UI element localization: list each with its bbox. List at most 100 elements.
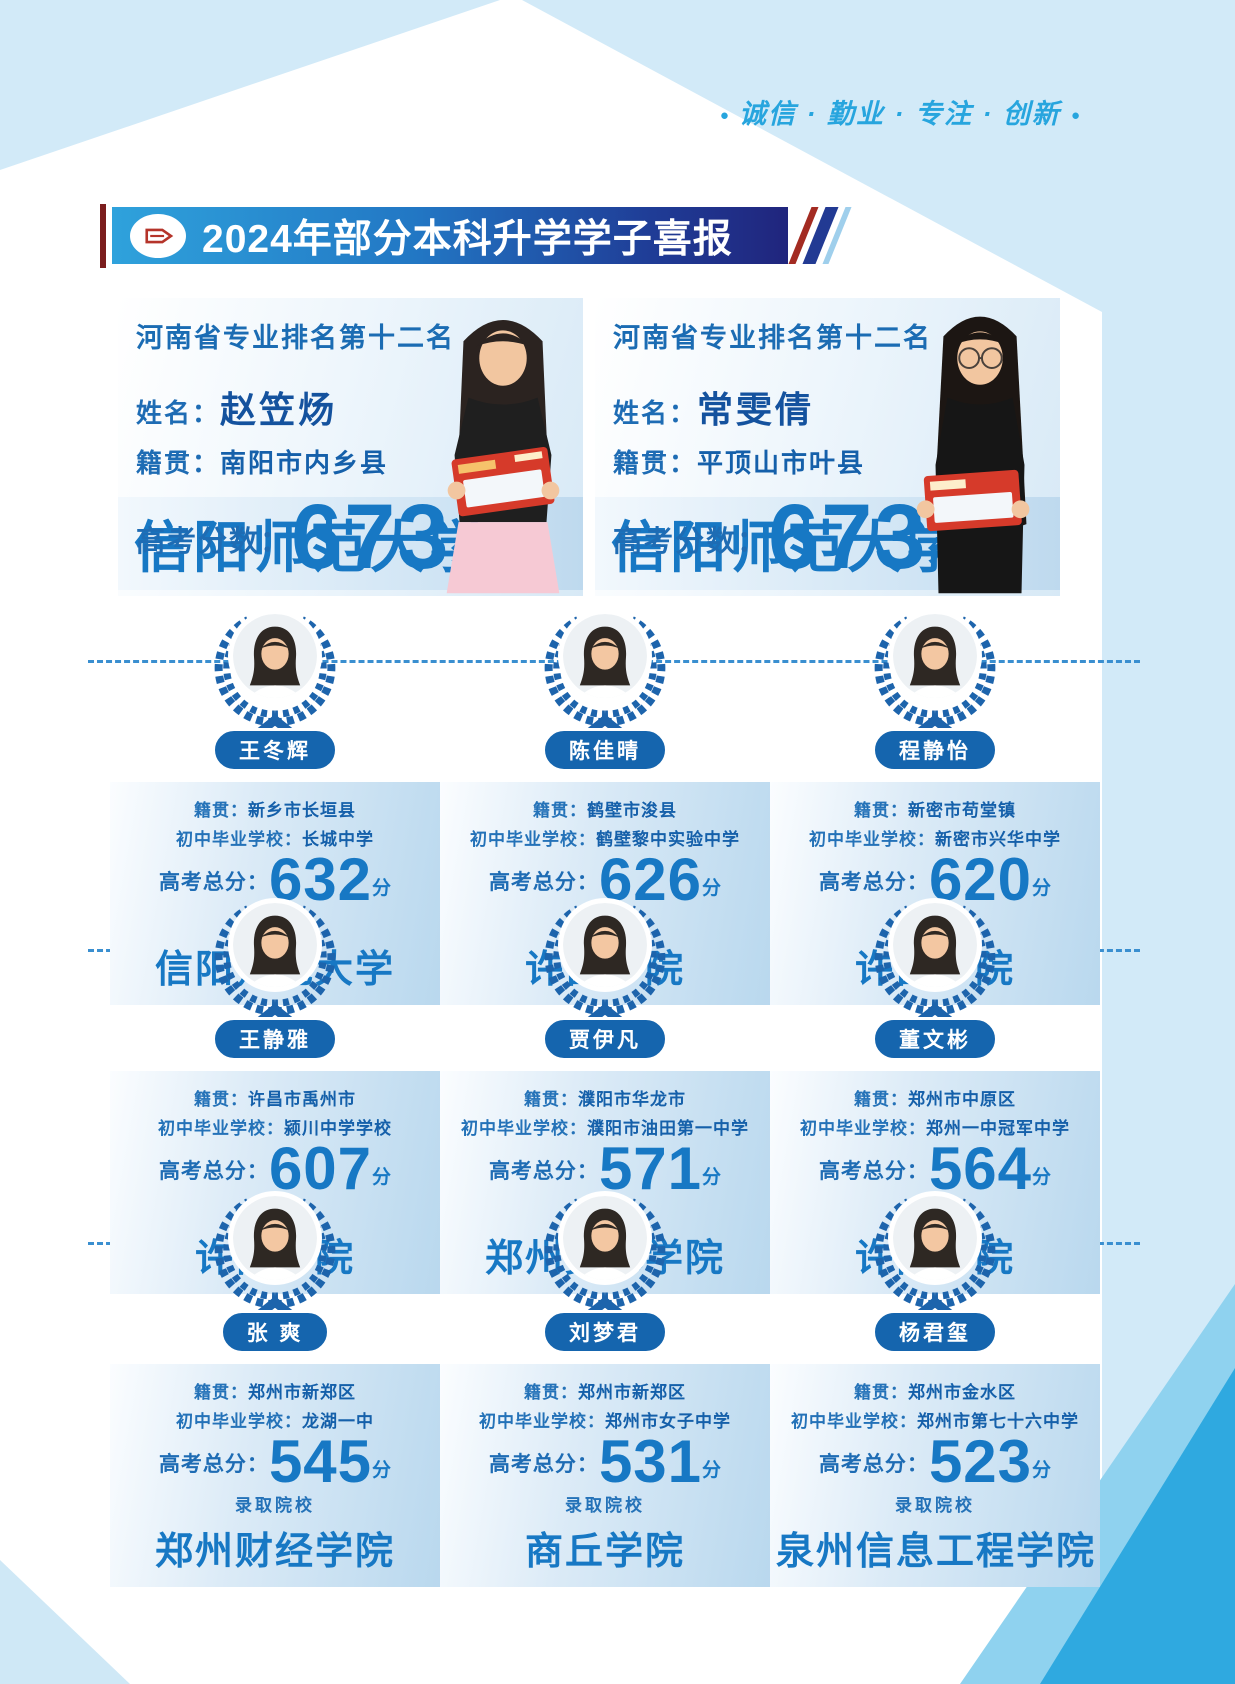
student-photo [893,614,977,698]
origin-label: 籍贯： [136,448,221,478]
student-name-badge: 董文彬 [872,1017,998,1061]
company-slogan: ● 诚信 · 勤业 · 专注 · 创新 ● [620,92,1090,131]
score-label: 高考总分： [818,1160,929,1183]
student-origin: 鹤壁市浚县 [587,801,677,820]
admitted-label: 录取院校 [235,1496,315,1515]
student-school: 长城中学 [302,830,374,849]
school-label: 初中毕业学校： [809,830,935,849]
score-unit: 分 [702,1460,722,1481]
student-origin: 郑州市金水区 [908,1383,1016,1402]
student-name-badge: 贾伊凡 [542,1017,668,1061]
score-value: 632 [268,846,373,913]
school-label: 初中毕业学校： [461,1119,587,1138]
student-origin: 新密市苟堂镇 [908,801,1016,820]
student-origin: 濮阳市华龙市 [578,1090,686,1109]
origin-label: 籍贯： [613,448,698,478]
student-card: 张 爽 籍贯：郑州市新郑区 初中毕业学校：龙湖一中 高考总分： 545 分 录取院校… [110,1186,440,1587]
origin-label: 籍贯： [194,1090,248,1109]
student-photo [563,1196,647,1280]
slogan-dot-icon: ● [719,107,729,124]
school-label: 初中毕业学校： [470,830,596,849]
admitted-college: 郑州财经学院 [154,1531,395,1573]
featured-student-card: 河南省专业排名第十二名 姓名：常雯倩 籍贯：平顶山市叶县 高考分数： 673 分… [595,298,1060,596]
featured-student-card: 河南省专业排名第十二名 姓名：赵笠炀 籍贯：南阳市内乡县 高考分数： 673 分… [118,298,583,596]
admitted-college: 商丘学院 [524,1531,685,1573]
student-name-badge: 王冬辉 [212,728,338,772]
score-label: 高考总分： [818,871,929,894]
student-origin: 新乡市长垣县 [248,801,356,820]
slogan-text: 诚信 · 勤业 · 专注 · 创新 [738,99,1061,129]
top-left-triangle-shape [0,0,500,170]
featured-students-section: 河南省专业排名第十二名 姓名：赵笠炀 籍贯：南阳市内乡县 高考分数： 673 分… [118,298,1110,596]
school-label: 初中毕业学校： [176,1412,302,1431]
student-origin: 郑州市新郑区 [578,1383,686,1402]
student-name: 常雯倩 [697,389,815,430]
rank-note: 河南省专业排名第十二名 [136,323,455,353]
score-unit: 分 [1032,1460,1052,1481]
school-label: 初中毕业学校： [479,1412,605,1431]
page-title: 2024年部分本科升学学子喜报 [202,217,733,261]
student-photo [233,903,317,987]
origin-label: 籍贯： [533,801,587,820]
students-grid-row: 张 爽 籍贯：郑州市新郑区 初中毕业学校：龙湖一中 高考总分： 545 分 录取院校… [88,1186,1140,1587]
slogan-dot-icon: ● [1070,107,1080,124]
featured-student-photo [916,316,1030,594]
score-label: 高考总分： [488,1160,599,1183]
name-label: 姓名： [613,398,698,428]
score-unit: 分 [372,1167,392,1188]
student-name-badge: 杨君玺 [872,1310,998,1354]
score-label: 高考分数： [136,526,292,559]
student-photo [233,1196,317,1280]
student-info-card: 籍贯：郑州市新郑区 初中毕业学校：龙湖一中 高考总分： 545 分 录取院校 郑州财… [110,1364,440,1587]
score-value: 607 [268,1135,373,1202]
student-origin: 郑州市中原区 [908,1090,1016,1109]
score-value: 531 [598,1428,703,1495]
school-label: 初中毕业学校： [800,1119,926,1138]
score-label: 高考总分： [158,1453,269,1476]
score-unit: 分 [1032,1167,1052,1188]
student-origin: 平顶山市叶县 [697,448,866,478]
admitted-label: 录取院校 [565,1496,645,1515]
title-banner: 2024年部分本科升学学子喜报 [112,207,788,264]
score-value: 523 [928,1428,1033,1495]
featured-student-photo [446,320,560,594]
school-label: 初中毕业学校： [176,830,302,849]
score-unit: 分 [702,1167,722,1188]
origin-label: 籍贯： [194,1383,248,1402]
origin-label: 籍贯： [854,1383,908,1402]
admitted-label: 录取院校 [895,1496,975,1515]
score-value: 545 [268,1428,373,1495]
school-label: 初中毕业学校： [791,1412,917,1431]
banner-left-red-bar [100,204,106,268]
student-photo [233,614,317,698]
student-school: 颍川中学学校 [284,1119,392,1138]
student-photo [893,1196,977,1280]
student-photo [563,614,647,698]
score-unit: 分 [372,878,392,899]
student-origin: 许昌市禹州市 [248,1090,356,1109]
student-school: 龙湖一中 [302,1412,374,1431]
score-label: 高考总分： [818,1453,929,1476]
admitted-college: 泉州信息工程学院 [776,1531,1097,1573]
student-origin: 郑州市新郑区 [248,1383,356,1402]
origin-label: 籍贯： [524,1090,578,1109]
origin-label: 籍贯： [854,801,908,820]
student-info-card: 籍贯：郑州市新郑区 初中毕业学校：郑州市女子中学 高考总分： 531 分 录取院校 … [440,1364,770,1587]
student-name-badge: 陈佳晴 [542,728,668,772]
score-unit: 分 [372,1460,392,1481]
score-label: 高考总分： [158,871,269,894]
student-photo [893,903,977,987]
score-label: 高考分数： [613,526,769,559]
name-label: 姓名： [136,398,221,428]
pen-nib-icon [130,213,186,258]
school-label: 初中毕业学校： [158,1119,284,1138]
score-label: 高考总分： [158,1160,269,1183]
student-origin: 南阳市内乡县 [220,448,389,478]
score-label: 高考总分： [488,871,599,894]
student-photo [563,903,647,987]
student-name-badge: 张 爽 [219,1310,331,1354]
origin-label: 籍贯： [524,1383,578,1402]
